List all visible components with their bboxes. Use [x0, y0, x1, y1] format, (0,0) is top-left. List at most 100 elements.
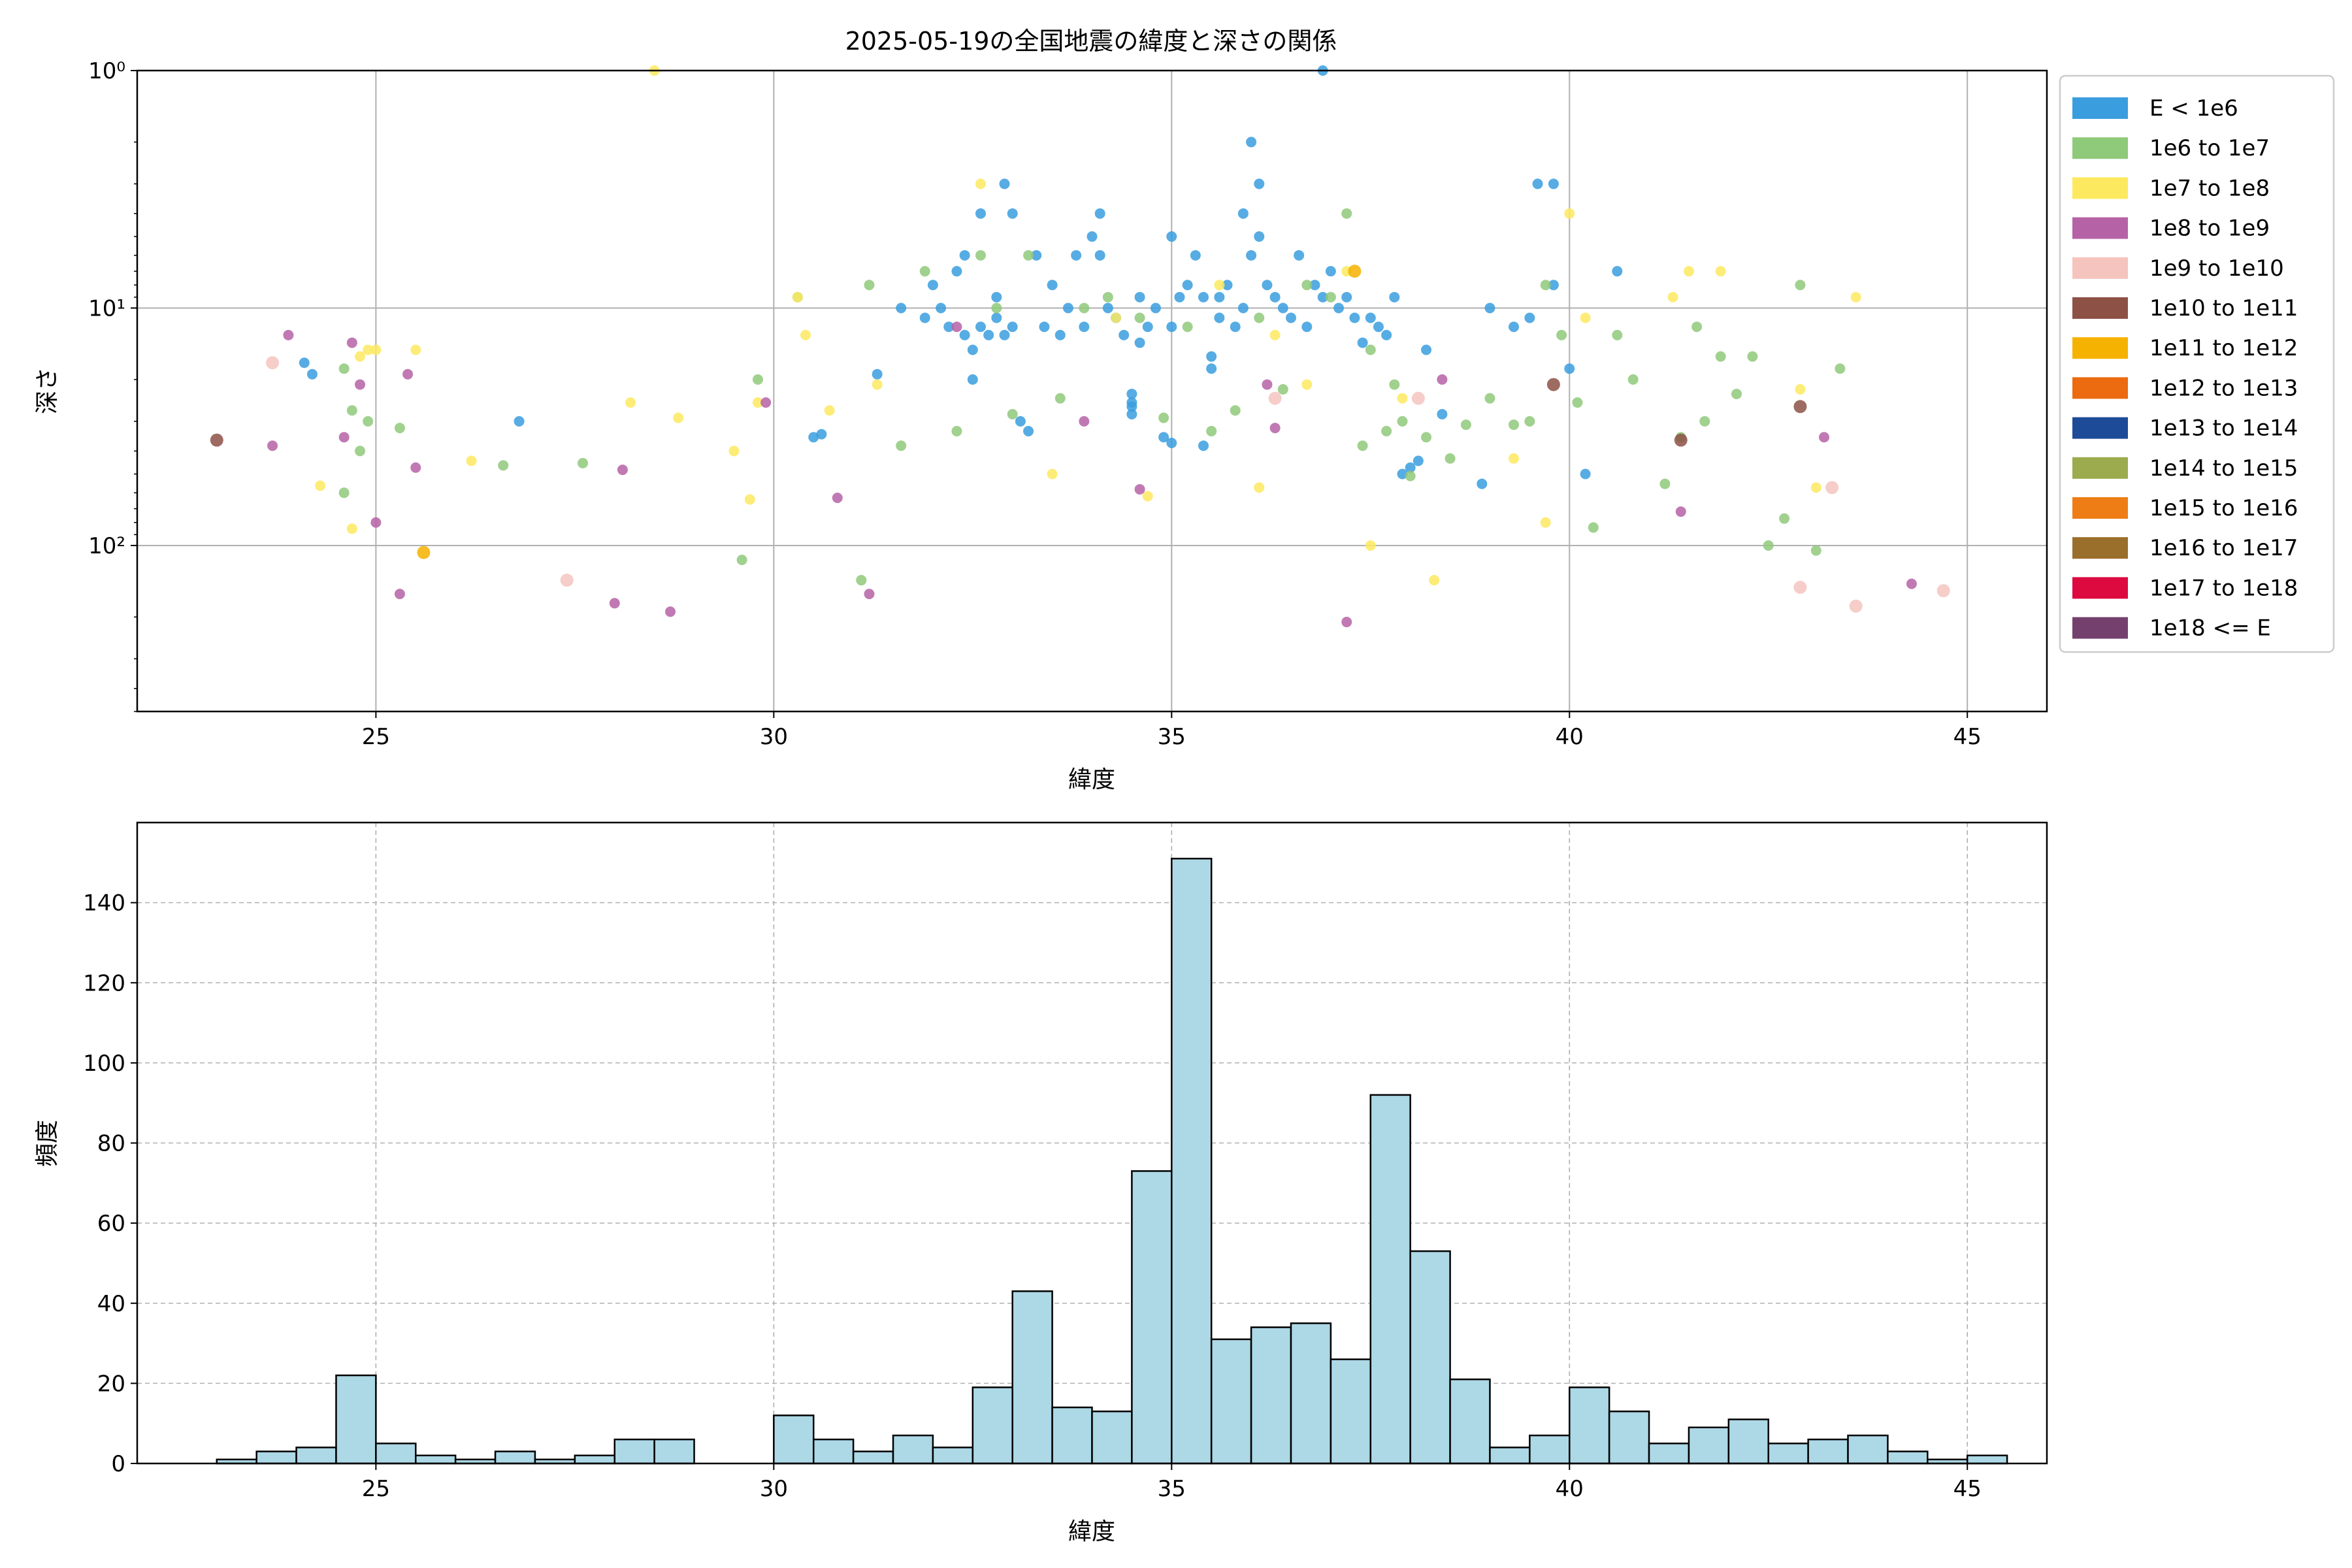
scatter-point: [816, 429, 827, 440]
scatter-point: [919, 266, 930, 277]
scatter-point: [370, 344, 382, 355]
scatter-point: [299, 357, 310, 368]
scatter-point: [1174, 291, 1185, 302]
scatter-point: [1849, 599, 1863, 613]
scatter-point: [872, 368, 883, 380]
scatter-point: [1810, 545, 1821, 556]
histogram-bar: [494, 1450, 536, 1465]
scatter-point: [1317, 291, 1328, 302]
scatter-point: [315, 480, 326, 491]
scatter-point: [1158, 432, 1169, 443]
legend-entry-label: 1e10 to 1e11: [2149, 295, 2298, 321]
scatter-point: [1373, 321, 1384, 333]
scatter-panel: 25 30 35 40 45 10⁰ 10¹ 10² 緯度 深さ: [34, 58, 2048, 793]
scatter-x-axis-label: 緯度: [1068, 766, 1115, 793]
histogram-bar: [812, 1438, 855, 1465]
histogram-bar: [1250, 1326, 1292, 1465]
histogram-grid: [137, 823, 2047, 1464]
histogram-bar: [1290, 1322, 1332, 1465]
scatter-point: [1102, 291, 1113, 302]
scatter-y-ticks: 10⁰ 10¹ 10²: [88, 58, 137, 559]
histogram-bar: [1966, 1454, 2008, 1465]
scatter-point: [1818, 432, 1829, 443]
histogram-y-tick-label: 80: [97, 1131, 125, 1157]
legend-swatch: [2072, 417, 2128, 439]
scatter-point: [1341, 291, 1352, 302]
scatter-point: [1214, 312, 1225, 323]
legend-entry-label: E < 1e6: [2149, 95, 2238, 122]
scatter-point: [872, 379, 883, 390]
scatter-point: [1429, 575, 1440, 586]
scatter-x-tick-label: 40: [1556, 724, 1584, 750]
scatter-point: [1421, 344, 1432, 355]
scatter-point: [1269, 291, 1281, 302]
scatter-point: [417, 546, 431, 559]
scatter-point: [1023, 425, 1034, 436]
scatter-point: [1405, 462, 1416, 473]
scatter-point: [1047, 280, 1058, 291]
scatter-point: [1357, 440, 1368, 451]
legend-entry-label: 1e8 to 1e9: [2149, 216, 2270, 242]
histogram-bar: [1449, 1378, 1491, 1465]
scatter-point: [338, 487, 350, 498]
histogram-bar: [1369, 1094, 1411, 1465]
scatter-point: [1556, 329, 1567, 340]
histogram-x-axis-label: 緯度: [1068, 1518, 1115, 1545]
scatter-point: [1341, 208, 1352, 219]
histogram-bar: [335, 1374, 377, 1465]
scatter-point: [1540, 517, 1551, 528]
legend-swatch: [2072, 297, 2128, 319]
scatter-point: [1810, 482, 1821, 493]
histogram-bar: [1608, 1411, 1650, 1465]
scatter-point: [1214, 280, 1225, 291]
scatter-x-tick-label: 30: [760, 724, 788, 750]
scatter-point: [1134, 312, 1145, 323]
scatter-point: [991, 312, 1002, 323]
scatter-point: [1341, 617, 1352, 628]
histogram-bar: [1011, 1290, 1053, 1465]
scatter-point: [1126, 409, 1137, 420]
scatter-point: [1237, 302, 1249, 314]
scatter-point: [355, 379, 366, 390]
scatter-point: [832, 493, 843, 504]
scatter-point: [1437, 374, 1448, 385]
scatter-point: [1524, 416, 1535, 427]
scatter-point: [1548, 280, 1559, 291]
scatter-point: [370, 517, 382, 528]
legend-entry-label: 1e11 to 1e12: [2149, 335, 2298, 361]
scatter-points: [210, 65, 1950, 628]
scatter-point: [394, 423, 405, 434]
histogram-bar: [255, 1450, 297, 1465]
scatter-point: [1445, 453, 1456, 464]
scatter-point: [1015, 416, 1026, 427]
scatter-point: [617, 465, 628, 476]
scatter-point: [1262, 280, 1273, 291]
legend-entry-label: 1e16 to 1e17: [2149, 535, 2298, 561]
scatter-point: [983, 329, 994, 340]
scatter-point: [346, 337, 357, 348]
scatter-point: [1365, 540, 1376, 551]
histogram-y-tick-label: 140: [83, 890, 125, 917]
scatter-point: [625, 397, 636, 408]
scatter-point: [1246, 137, 1257, 148]
scatter-point: [728, 446, 740, 457]
scatter-point: [1079, 302, 1090, 314]
scatter-point: [1237, 208, 1249, 219]
scatter-point: [1325, 266, 1336, 277]
legend-entry-label: 1e6 to 1e7: [2149, 135, 2270, 161]
scatter-point: [864, 589, 875, 600]
scatter-point: [498, 460, 509, 471]
scatter-point: [1206, 425, 1217, 436]
scatter-point: [1007, 321, 1018, 333]
scatter-point: [355, 351, 366, 362]
histogram-x-tick-label: 45: [1953, 1476, 1982, 1502]
scatter-point: [560, 574, 574, 587]
scatter-point: [1381, 329, 1392, 340]
scatter-point: [975, 250, 986, 261]
scatter-point: [736, 555, 747, 566]
scatter-point: [1102, 302, 1113, 314]
legend-entry-label: 1e7 to 1e8: [2149, 175, 2270, 201]
legend-entry-label: 1e17 to 1e18: [2149, 575, 2298, 601]
scatter-point: [1405, 470, 1416, 482]
scatter-point: [1047, 468, 1058, 480]
